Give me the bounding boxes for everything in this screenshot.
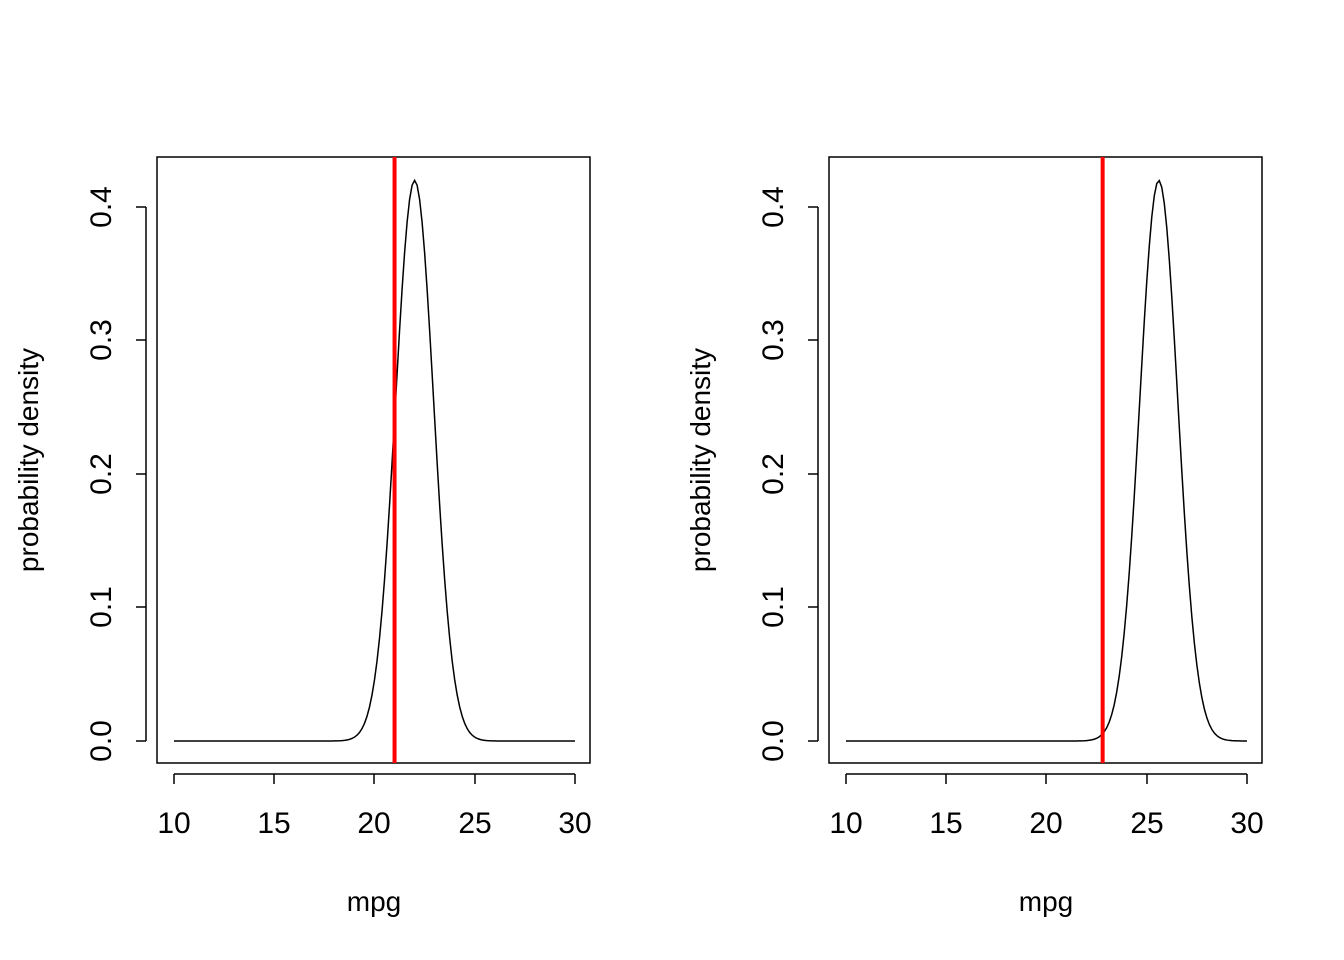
y-tick-label-1-2: 0.1 [85, 586, 118, 628]
x-axis-label-1: mpg [347, 886, 401, 917]
x-tick-label-1-2: 15 [257, 807, 290, 840]
x-tick-label-1-4: 25 [458, 807, 491, 840]
y-tick-label-2-4: 0.3 [757, 319, 790, 361]
y-tick-label-1-1: 0.0 [85, 720, 118, 762]
chart-panel-1: 10 15 20 25 30 mpg 0.0 0.1 0.2 0.3 0.4 p… [13, 156, 592, 917]
x-tick-label-2-2: 15 [929, 807, 962, 840]
y-tick-label-2-3: 0.2 [757, 453, 790, 495]
density-curve-2 [846, 179, 1248, 742]
x-axis-label-2: mpg [1019, 886, 1073, 917]
x-tick-label-2-5: 30 [1230, 807, 1263, 840]
x-tick-label-2-1: 10 [829, 807, 862, 840]
y-tick-label-1-4: 0.3 [85, 319, 118, 361]
y-tick-label-2-5: 0.4 [757, 186, 790, 228]
plot-frame-2 [828, 156, 1263, 764]
y-axis-1: 0.0 0.1 0.2 0.3 0.4 probability density [13, 186, 147, 762]
density-curve-1 [174, 178, 575, 742]
y-axis-label-1: probability density [13, 348, 44, 572]
x-tick-label-1-1: 10 [157, 807, 190, 840]
y-tick-label-1-3: 0.2 [85, 453, 118, 495]
y-axis-label-2: probability density [685, 348, 716, 572]
x-axis-1: 10 15 20 25 30 mpg [157, 773, 592, 917]
plot-frame-1 [156, 156, 591, 764]
x-tick-label-2-3: 20 [1029, 807, 1062, 840]
x-tick-label-1-3: 20 [357, 807, 390, 840]
y-tick-label-2-2: 0.1 [757, 586, 790, 628]
x-tick-label-2-4: 25 [1130, 807, 1163, 840]
x-tick-label-1-5: 30 [558, 807, 591, 840]
x-axis-2: 10 15 20 25 30 mpg [829, 773, 1264, 917]
y-tick-label-2-1: 0.0 [757, 720, 790, 762]
y-tick-label-1-5: 0.4 [85, 186, 118, 228]
chart-panel-2: 10 15 20 25 30 mpg 0.0 0.1 0.2 0.3 0.4 p… [685, 156, 1264, 917]
y-axis-2: 0.0 0.1 0.2 0.3 0.4 probability density [685, 186, 819, 762]
